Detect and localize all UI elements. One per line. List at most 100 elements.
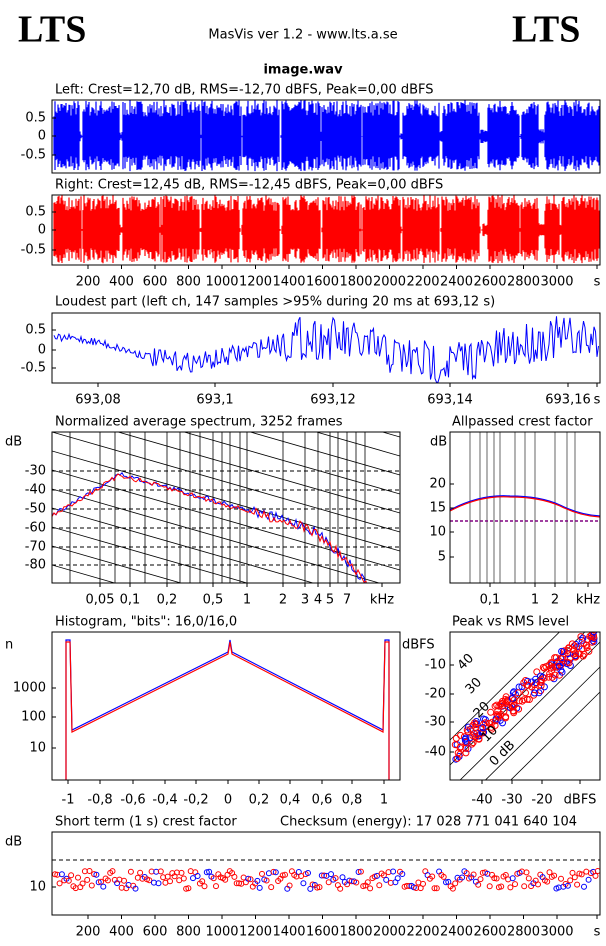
x-tick-label: 2800 — [507, 275, 540, 290]
crest-point — [164, 873, 171, 880]
crest-point — [231, 873, 238, 880]
crest-point — [127, 868, 134, 875]
x-tick-label: 5 — [326, 593, 334, 608]
scatter-point — [456, 744, 464, 752]
crest-point — [544, 878, 551, 885]
y-tick-label: 10 — [29, 741, 46, 756]
plot-area — [52, 859, 600, 892]
x-tick-label: 1600 — [306, 275, 339, 290]
crest-point — [390, 868, 397, 875]
crest-point — [88, 882, 95, 889]
panel-title: Allpassed crest factor — [452, 415, 593, 430]
plot-frame — [449, 631, 601, 781]
x-tick-label: -0,6 — [120, 793, 145, 808]
crest-point — [491, 875, 498, 882]
crest-point — [65, 877, 72, 884]
scatter-point — [453, 754, 461, 762]
crest-point — [272, 869, 279, 876]
scatter-point — [568, 640, 576, 648]
y-tick-label: -70 — [25, 540, 46, 555]
scatter-point — [452, 755, 460, 763]
crest-point — [383, 876, 390, 883]
crest-point — [394, 875, 401, 882]
x-tick-label: 2600 — [473, 275, 506, 290]
crest-point — [259, 870, 265, 877]
x-tick-label: 1000 — [205, 925, 238, 940]
crest-point — [121, 877, 127, 884]
slope-line — [182, 432, 400, 495]
x-tick-label: -0,4 — [152, 793, 177, 808]
ref-diagonal — [484, 666, 600, 780]
plot-frame — [51, 431, 401, 584]
x-tick-label: 693,16 — [545, 393, 591, 408]
crest-point — [574, 881, 581, 888]
y-tick-label: 0 — [38, 343, 46, 358]
scatter-point — [538, 676, 546, 684]
crest-point — [98, 878, 104, 885]
crest-point — [247, 876, 254, 883]
crest-point — [201, 883, 208, 890]
x-tick-label: 1 — [243, 593, 251, 608]
scatter-point — [524, 681, 532, 689]
scatter-point — [464, 728, 472, 736]
scatter-point — [590, 632, 598, 636]
x-tick-label: 800 — [176, 275, 201, 290]
crest-point — [364, 879, 371, 886]
x-tick-label: -1 — [62, 793, 75, 808]
crest-point — [222, 876, 229, 883]
crest-point — [236, 880, 242, 887]
crest-point — [328, 871, 334, 878]
crest-point — [270, 868, 277, 875]
x-tick-label: 200 — [76, 275, 101, 290]
x-tick-label: 600 — [143, 925, 168, 940]
scatter-point — [522, 689, 529, 697]
crest-point — [86, 868, 93, 874]
crest-curve — [450, 496, 600, 518]
ref-diagonal — [510, 691, 600, 780]
crest-point — [309, 881, 316, 888]
y-tick-label: -20 — [425, 687, 446, 702]
crest-point — [475, 881, 482, 888]
scatter-point — [546, 670, 554, 678]
scatter-point — [545, 673, 553, 681]
crest-point — [137, 869, 144, 876]
scatter-point — [452, 734, 460, 742]
ref-diagonal — [459, 641, 600, 780]
scatter-point — [464, 723, 472, 731]
plot-frame — [51, 631, 401, 781]
ref-diagonal — [450, 632, 561, 741]
crest-point — [440, 873, 447, 880]
crest-point — [558, 875, 564, 882]
x-tick-label: 1200 — [239, 925, 272, 940]
scatter-point — [457, 743, 465, 751]
x-tick-label: 3 — [301, 593, 309, 608]
x-tick-label: 2000 — [373, 925, 406, 940]
x-tick-label: 600 — [143, 275, 168, 290]
crest-point — [581, 883, 587, 890]
scatter-point — [583, 644, 591, 652]
crest-point — [399, 871, 406, 877]
x-tick-label: -0,2 — [183, 793, 208, 808]
y-tick-label: 20 — [429, 477, 446, 492]
scatter-point — [570, 642, 578, 650]
scatter-point — [487, 708, 495, 716]
scatter-point — [470, 730, 478, 738]
x-tick-label: 1 — [531, 593, 539, 608]
panel-title: Right: Crest=12,45 dB, RMS=-12,45 dBFS, … — [55, 178, 443, 193]
scatter-point — [524, 677, 531, 685]
logo-right: LTS — [512, 9, 580, 51]
file-name: image.wav — [263, 63, 343, 78]
x-tick-label: 0,2 — [249, 793, 270, 808]
slope-line — [248, 432, 400, 476]
crest-point — [571, 874, 578, 881]
crest-point — [507, 884, 514, 891]
x-tick-label: 0,1 — [120, 593, 141, 608]
scatter-point — [499, 719, 506, 727]
y-tick-label: -0.5 — [21, 361, 46, 376]
scatter-point — [495, 713, 502, 721]
crest-point — [374, 872, 380, 879]
x-tick-label: s — [594, 275, 601, 290]
x-tick-label: -30 — [501, 793, 522, 808]
scatter-point — [558, 647, 566, 655]
